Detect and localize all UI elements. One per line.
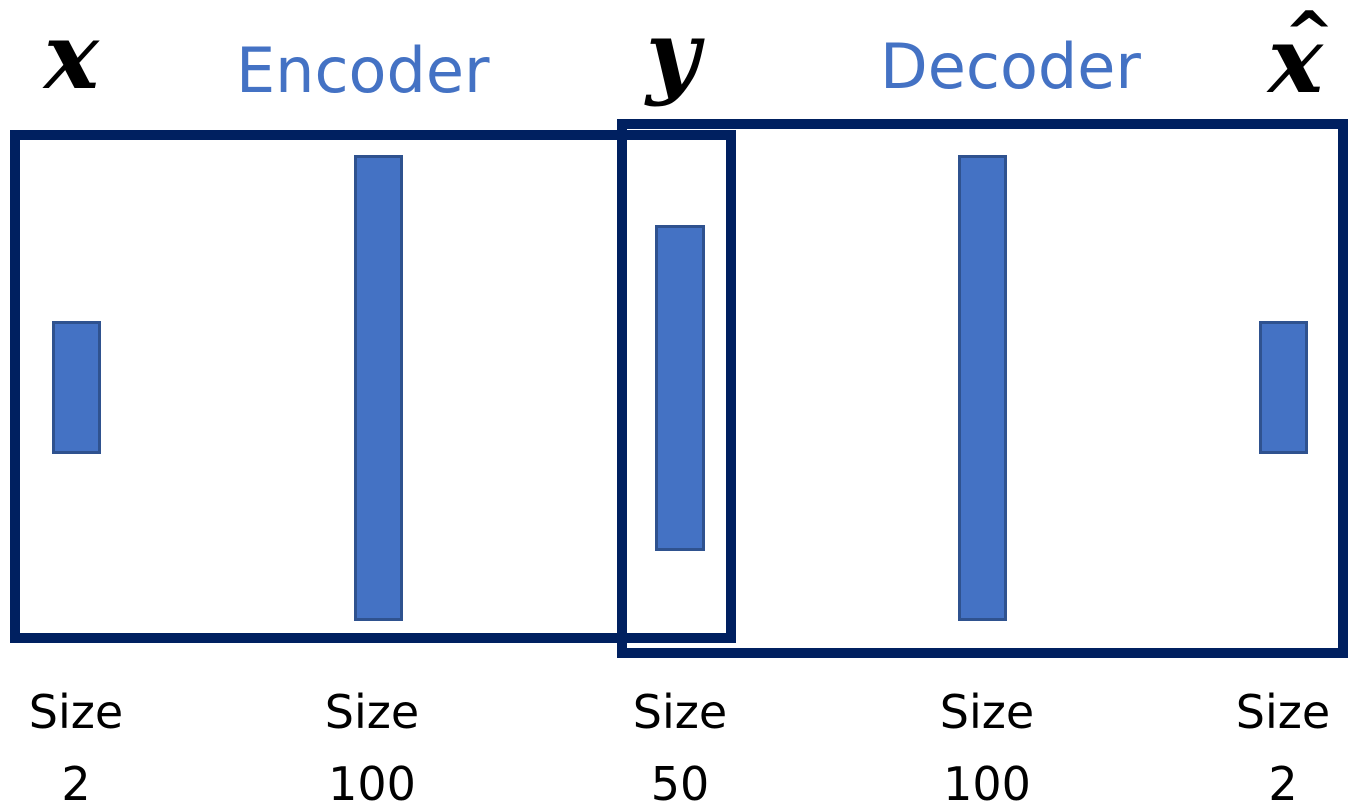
encoder-hidden-size-caption: Size 100 <box>302 684 442 812</box>
decoder-hidden-size-value: 100 <box>943 757 1031 811</box>
input-size-caption: Size 2 <box>6 684 146 812</box>
encoder-hidden-size-value: 100 <box>328 757 416 811</box>
output-size-value: 2 <box>1268 757 1298 811</box>
latent-layer <box>655 225 705 551</box>
latent-size-value: 50 <box>650 757 710 811</box>
latent-frame <box>617 130 736 643</box>
output-variable-letter: x <box>1268 6 1323 114</box>
hat-accent: ^ <box>1284 0 1335 69</box>
decoder-title: Decoder <box>880 30 1141 103</box>
latent-size-caption: Size 50 <box>610 684 750 812</box>
input-size-value: 2 <box>61 757 91 811</box>
decoder-hidden-size-word: Size <box>939 685 1035 739</box>
latent-size-word: Size <box>632 685 728 739</box>
output-size-word: Size <box>1235 685 1331 739</box>
input-layer <box>52 321 101 454</box>
latent-variable-label: y <box>646 0 700 108</box>
decoder-hidden-size-caption: Size 100 <box>917 684 1057 812</box>
decoder-hidden-layer <box>958 155 1007 621</box>
encoder-hidden-layer <box>354 155 403 621</box>
input-variable-label: x <box>44 2 99 110</box>
input-size-word: Size <box>28 685 124 739</box>
output-size-caption: Size 2 <box>1213 684 1353 812</box>
output-variable-label: ^ x <box>1266 0 1356 110</box>
output-layer <box>1259 321 1308 454</box>
encoder-hidden-size-word: Size <box>324 685 420 739</box>
encoder-title: Encoder <box>236 34 490 107</box>
